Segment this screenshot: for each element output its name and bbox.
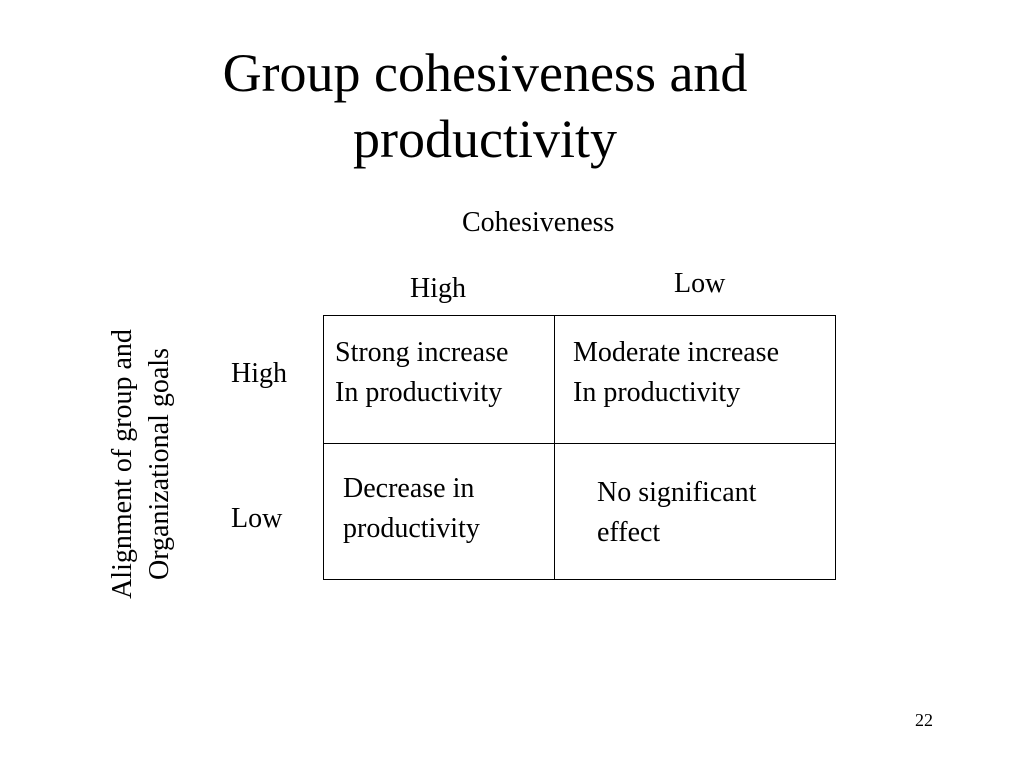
cell-high-high-line-1: Strong increase: [335, 337, 509, 368]
cell-high-low: Moderate increase In productivity: [573, 333, 779, 413]
matrix-grid: [323, 315, 836, 580]
cell-low-high-line-2: productivity: [343, 513, 480, 544]
row-header-high: High: [231, 358, 287, 389]
page-number: 22: [915, 710, 933, 730]
column-header-low: Low: [674, 268, 726, 299]
cell-high-low-line-2: In productivity: [573, 377, 741, 408]
slide-title-line-1: Group cohesiveness and: [222, 43, 748, 103]
slide-title-line-2: productivity: [353, 109, 617, 169]
cell-high-low-line-1: Moderate increase: [573, 337, 779, 368]
cell-low-low-line-1: No significant: [597, 477, 757, 508]
cell-low-low-line-2: effect: [597, 517, 661, 548]
row-axis-label: Alignment of group and Organizational go…: [104, 284, 184, 644]
cell-low-low: No significant effect: [597, 473, 756, 553]
cell-high-high-line-2: In productivity: [335, 377, 503, 408]
row-axis-label-line-2: Organizational goals: [144, 348, 175, 580]
row-header-low: Low: [231, 503, 283, 534]
cell-low-high-line-1: Decrease in: [343, 473, 475, 504]
matrix-vertical-divider: [554, 316, 555, 579]
row-axis-label-line-1: Alignment of group and: [107, 329, 138, 599]
cell-high-high: Strong increase In productivity: [335, 333, 508, 413]
slide-title: Group cohesiveness and productivity: [130, 40, 840, 172]
cell-low-high: Decrease in productivity: [343, 469, 480, 549]
column-axis-label: Cohesiveness: [462, 207, 615, 238]
matrix-horizontal-divider: [324, 443, 835, 444]
column-header-high: High: [410, 273, 466, 304]
